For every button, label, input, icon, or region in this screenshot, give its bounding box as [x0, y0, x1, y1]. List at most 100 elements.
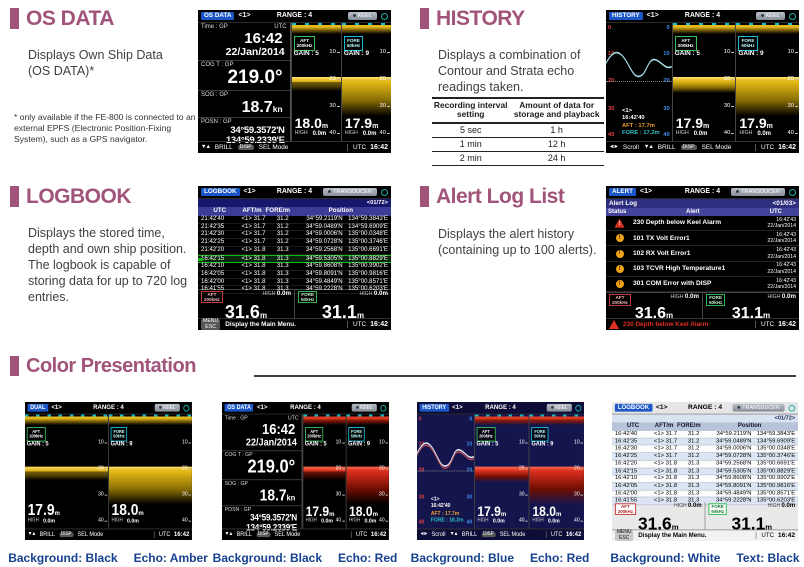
depth-scale: 10 20 30 40	[98, 415, 108, 529]
sel-mode-label: SEL Mode	[77, 531, 104, 539]
logbook-cell: 34°59.2568'N	[716, 459, 752, 467]
brill-key[interactable]: BRILL	[214, 143, 233, 151]
logbook-cell: <1> 31.7	[241, 230, 266, 238]
transducer-button[interactable]: TRANSDUCER	[732, 403, 785, 412]
transducer-button[interactable]: TRANSDUCER	[731, 187, 785, 197]
depth-scale-label: 10	[466, 441, 473, 448]
column-header: AFT/m	[242, 207, 262, 215]
depth-scale-label: 30	[788, 103, 798, 109]
keel-button[interactable]: KEEL	[154, 403, 180, 412]
time-label: Time : GP	[224, 415, 248, 422]
keel-button[interactable]: KEEL	[755, 11, 785, 21]
utc-time: 16:42	[370, 143, 388, 151]
brill-key[interactable]: BRILL	[236, 531, 252, 539]
keel-button[interactable]: KEEL	[351, 403, 377, 412]
keel-button[interactable]: KEEL	[347, 11, 377, 21]
logbook-cell: 31.2	[687, 444, 700, 452]
cursor-line	[606, 80, 672, 82]
echo-bottom-line	[346, 466, 389, 472]
logbook-row: 16:42'25 <1> 31.7 31.2 34°59.0728'N 135°00.3…	[612, 452, 798, 461]
screen-top-bar: HISTORY <1> RANGE : 4 KEEL	[606, 10, 799, 23]
time-section: Time : GP UTC 16:42 22/Jan/2014	[222, 415, 302, 451]
menu-hint: Display the Main Menu.	[638, 532, 707, 539]
alert-log-title-bar: Alert Log <01/03>	[606, 199, 799, 208]
fore-transducer-badge: FORE 50kHz	[298, 291, 318, 304]
mode-badge: LOGBOOK	[201, 187, 240, 197]
transducer-button[interactable]: TRANSDUCER	[323, 187, 377, 197]
brill-key[interactable]: BRILL	[657, 143, 676, 151]
depth-unit: m	[763, 311, 771, 321]
alert-log-screen: ALERT <1> RANGE : 4 TRANSDUCER Alert Log…	[606, 186, 799, 330]
sog-value: 18.7	[259, 487, 287, 505]
keel-button[interactable]: KEEL	[546, 403, 572, 412]
logbook-header-row: UTC AFT/m FORE/m Position	[198, 207, 391, 216]
logbook-cell: 31.3	[687, 474, 700, 482]
echo-top-marks	[302, 414, 346, 417]
utc-clock: UTC 16:42	[346, 320, 388, 329]
logbook-cell: 21:42'30	[201, 230, 225, 238]
disp-key[interactable]: DISP	[481, 531, 496, 538]
longitude-value: 134°59.2339'E	[246, 522, 297, 534]
depth-value: 18.0	[294, 115, 322, 132]
screen-bottom-bar: ▼▲ BRILL DISP SEL Mode UTC 16:42	[25, 528, 192, 540]
depth-readout-area: AFT 200kHz HIGH 0.0m 31.6m FORE 50kHz HIGH…	[606, 292, 799, 322]
logbook-cell: 135°00.6203'E	[756, 496, 796, 504]
caption-black-red: Background: Black Echo: Red	[213, 551, 398, 565]
echo-bottom-line	[302, 466, 346, 472]
echo-bottom-line	[474, 466, 529, 472]
disp-key[interactable]: DISP	[256, 531, 271, 538]
keel-button-label: KEEL	[765, 12, 780, 19]
high-label: HIGH	[532, 518, 544, 524]
channel-indicator: <1>	[452, 404, 463, 411]
updown-arrows-icon: ▼▲	[201, 144, 211, 151]
depth-scale-label: 30	[608, 105, 615, 112]
logbook-cell: <1> 31.8	[653, 482, 678, 489]
disp-key[interactable]: DISP	[59, 531, 74, 538]
scroll-key[interactable]: Scroll	[622, 143, 639, 151]
menu-esc-key[interactable]: MENU ESC	[614, 529, 634, 541]
screen-body: 0 10 20 30 40 0 10 20 30 40 <1> 16:42'40 AFT : 1…	[417, 414, 584, 529]
fore-depth-cell: FORE 50kHz HIGH 0.0m 31.1m	[294, 290, 391, 321]
brill-key[interactable]: BRILL	[39, 531, 55, 539]
depth-scale-label: 40	[466, 519, 473, 526]
depth-readout: 18.0m HIGH 0.0m	[294, 115, 329, 138]
keel-button-label: KEEL	[357, 12, 372, 19]
surface-noise	[346, 416, 389, 426]
cursor-line	[417, 470, 474, 472]
brill-key[interactable]: BRILL	[461, 531, 478, 539]
depth-unit: m	[321, 123, 329, 131]
menu-esc-key[interactable]: MENU ESC	[201, 318, 221, 330]
scroll-key[interactable]: Scroll	[431, 531, 446, 539]
disp-key[interactable]: DISP	[680, 143, 697, 151]
depth-readout: 17.9m HIGH 0.0m	[345, 115, 378, 138]
high-label: HIGH	[739, 130, 753, 137]
echo-top-marks	[474, 414, 529, 417]
logbook-cell: 34°59.8608'N	[305, 262, 343, 270]
high-label: HIGH	[27, 518, 39, 524]
logbook-cell: 16:42'00	[614, 489, 638, 497]
history-depth-curve	[606, 51, 672, 78]
depth-scale-label: 10	[379, 440, 388, 446]
logbook-row: 21:42'25 <1> 31.7 31.2 34°59.0728'N 135°00.3…	[198, 238, 391, 247]
section-title: Color Presentation	[26, 355, 196, 377]
caption-echo: Echo: Red	[530, 551, 590, 565]
logbook-cell: 34°59.0006'N	[305, 230, 343, 238]
leftright-arrows-icon: ◄►	[609, 144, 619, 151]
depth-value: 17.9	[27, 502, 55, 519]
logbook-cell: 16:42'25	[614, 452, 638, 460]
logbook-cell: 31.3	[687, 496, 700, 504]
depth-scale-label: 10	[663, 51, 670, 58]
echo-bottom-line	[736, 77, 799, 83]
logbook-cell: <1> 31.8	[653, 496, 678, 504]
fore-depth-value: 31.1	[321, 302, 357, 323]
mode-badge: HISTORY	[609, 11, 643, 21]
depth-scale-label: 20	[724, 76, 734, 82]
heading-bullet	[10, 186, 19, 207]
disp-key[interactable]: DISP	[237, 143, 254, 151]
alert-description: Displays the alert history (containing u…	[438, 227, 597, 257]
depth-scale-label: 30	[466, 494, 473, 501]
echo-top-marks	[736, 23, 799, 25]
logbook-cell: 34°59.2568'N	[305, 245, 343, 253]
logbook-cell: 135°00.6691'E	[348, 245, 388, 253]
depth-scale-label: 10	[336, 440, 345, 446]
